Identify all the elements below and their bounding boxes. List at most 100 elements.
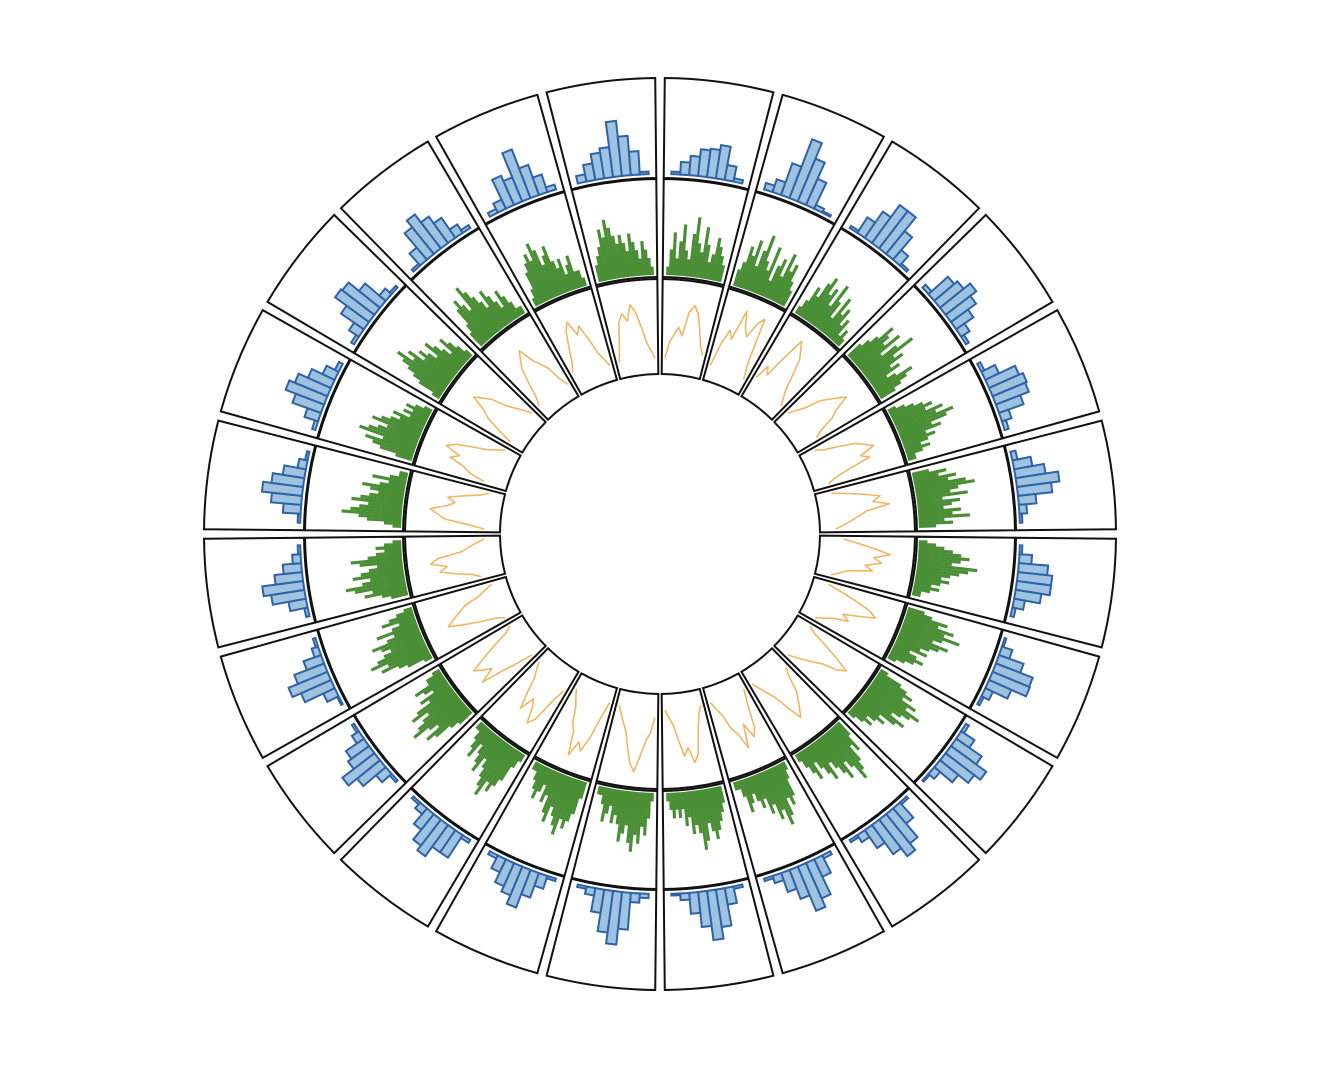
bar-mark bbox=[643, 249, 649, 276]
bar-mark bbox=[819, 316, 833, 333]
bar-mark bbox=[917, 556, 961, 564]
sector-border bbox=[798, 575, 907, 661]
bar-mark bbox=[615, 789, 624, 825]
line-sector bbox=[740, 646, 840, 755]
bar-mark bbox=[369, 573, 405, 582]
histogram-bar bbox=[679, 891, 691, 902]
bar-mark bbox=[911, 592, 921, 598]
bar-mark bbox=[671, 232, 678, 276]
sector-border bbox=[353, 663, 478, 784]
bar-mark bbox=[801, 749, 824, 780]
histogram-sector bbox=[912, 713, 1054, 855]
bar-mark bbox=[455, 287, 497, 336]
line-series bbox=[751, 667, 802, 719]
histogram-bar bbox=[627, 150, 641, 177]
bar-mark bbox=[740, 779, 755, 813]
line-series bbox=[518, 349, 569, 407]
sector-border bbox=[912, 213, 1054, 355]
bar-mark bbox=[628, 791, 638, 852]
sector-border bbox=[439, 614, 548, 714]
bar-mark bbox=[463, 291, 499, 334]
bar-sector bbox=[304, 444, 413, 533]
bar-mark bbox=[753, 260, 770, 294]
bar-mark bbox=[596, 785, 602, 795]
bar-mark bbox=[640, 792, 646, 827]
line-sector bbox=[595, 277, 660, 381]
bar-mark bbox=[418, 380, 442, 397]
histogram-bar bbox=[486, 849, 500, 860]
bar-mark bbox=[418, 350, 455, 379]
line-sector bbox=[439, 354, 548, 454]
bar-mark bbox=[379, 481, 406, 490]
bar-sector bbox=[882, 601, 1004, 710]
bar-mark bbox=[437, 702, 466, 728]
bar-mark bbox=[753, 774, 767, 800]
bar-mark bbox=[878, 380, 902, 397]
bar-mark bbox=[359, 559, 403, 568]
bar-mark bbox=[515, 306, 523, 316]
bar-mark bbox=[449, 708, 471, 729]
bar-mark bbox=[856, 343, 885, 368]
bar-mark bbox=[387, 645, 428, 668]
bar-mark bbox=[699, 226, 711, 279]
bar-mark bbox=[685, 791, 692, 818]
bar-mark bbox=[423, 405, 433, 413]
bar-mark bbox=[696, 789, 709, 850]
bar-mark bbox=[685, 259, 691, 277]
bar-mark bbox=[600, 787, 611, 822]
bar-mark bbox=[550, 776, 572, 826]
bar-mark bbox=[545, 771, 559, 796]
bar-mark bbox=[819, 735, 855, 779]
sector-border bbox=[595, 277, 660, 381]
bar-mark bbox=[696, 252, 704, 279]
histogram-bar bbox=[296, 512, 302, 524]
bar-mark bbox=[895, 637, 921, 652]
bar-mark bbox=[402, 358, 447, 390]
bar-mark bbox=[832, 725, 853, 747]
line-sector bbox=[403, 469, 507, 534]
bar-mark bbox=[867, 352, 904, 381]
sector-border bbox=[727, 756, 836, 878]
bar-mark bbox=[897, 405, 954, 433]
bar-mark bbox=[395, 453, 413, 462]
bar-mark bbox=[556, 267, 569, 293]
bar-mark bbox=[813, 304, 832, 327]
histogram-sector bbox=[1003, 536, 1117, 649]
bar-mark bbox=[679, 224, 688, 277]
bar-mark bbox=[766, 258, 788, 300]
histogram-sector bbox=[219, 308, 352, 440]
bar-mark bbox=[900, 627, 934, 644]
bar-mark bbox=[806, 745, 824, 769]
bar-mark bbox=[626, 233, 635, 277]
bar-mark bbox=[486, 306, 505, 329]
bar-mark bbox=[917, 501, 952, 509]
histogram-bar bbox=[296, 544, 302, 556]
bar-mark bbox=[599, 786, 605, 796]
bar-mark bbox=[893, 643, 911, 654]
bar-sector bbox=[410, 716, 531, 841]
bar-mark bbox=[604, 788, 613, 815]
bar-mark bbox=[475, 721, 484, 730]
bar-mark bbox=[541, 254, 562, 296]
bar-mark bbox=[834, 329, 849, 345]
bar-mark bbox=[369, 486, 405, 495]
bar-mark bbox=[361, 575, 405, 587]
sector-border bbox=[316, 358, 438, 467]
bar-mark bbox=[912, 472, 939, 482]
bar-mark bbox=[360, 494, 404, 504]
bar-mark bbox=[873, 372, 897, 390]
line-series bbox=[429, 492, 490, 530]
bar-mark bbox=[902, 622, 960, 647]
bar-mark bbox=[916, 567, 960, 577]
bar-mark bbox=[900, 421, 942, 441]
bar-sector bbox=[842, 284, 967, 405]
bar-mark bbox=[778, 762, 790, 780]
sector-border bbox=[660, 687, 725, 791]
bar-mark bbox=[517, 753, 526, 763]
bar-mark bbox=[823, 313, 843, 336]
histogram-bar bbox=[1018, 512, 1024, 524]
sector-border bbox=[661, 178, 750, 287]
bar-mark bbox=[709, 787, 722, 831]
bar-mark bbox=[799, 286, 821, 318]
sector-border bbox=[413, 575, 522, 661]
